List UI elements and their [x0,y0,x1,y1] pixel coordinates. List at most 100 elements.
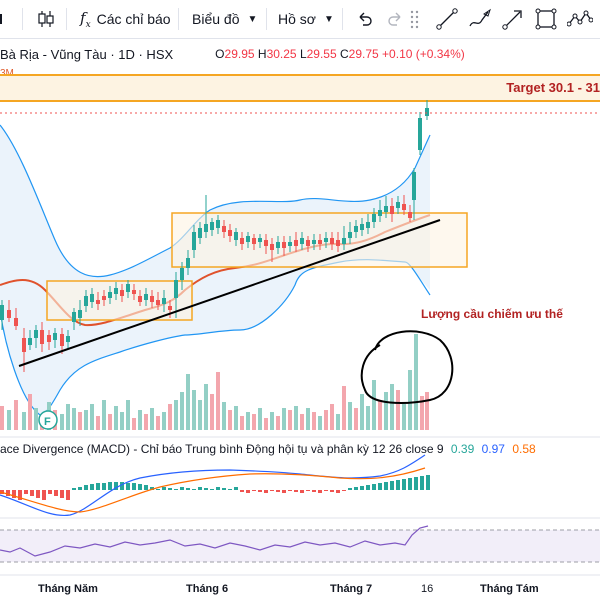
volume-bar [126,400,130,430]
volume-bar [150,408,154,430]
candle-body [66,336,70,342]
volume-bar [108,414,112,430]
volume-bar [168,404,172,430]
candle-body [372,214,376,222]
candles-icon[interactable] [36,0,56,38]
macd-histogram-bar [84,485,88,490]
macd-histogram-bar [384,482,388,490]
candle-body [384,206,388,212]
candle-body [204,224,208,232]
volume-bar [246,412,250,430]
macd-histogram-bar [258,490,262,492]
candle-body [28,338,32,345]
macd-histogram-bar [24,490,28,494]
macd-histogram-bar [300,490,304,493]
volume-bar [342,386,346,430]
volume-bar [270,412,274,430]
profile-button[interactable]: Hồ sơ ▼ [278,0,334,38]
macd-histogram [0,475,430,500]
volume-bar [414,334,418,430]
redo-icon[interactable] [388,0,404,38]
candle-body [72,312,76,322]
volume-bar [162,412,166,430]
bollinger-band-fill [0,125,430,415]
candle-body [168,306,172,310]
volume-bar [22,412,26,430]
open-key: O [215,47,225,61]
volume-bar [282,408,286,430]
candle-body [318,240,322,244]
volume-bar [366,406,370,430]
macd-histogram-bar [378,483,382,490]
macd-signal-line [0,467,426,513]
volume-bar [156,416,160,430]
volume-bar [252,414,256,430]
profile-label: Hồ sơ [278,11,316,27]
macd-value: 0.39 [450,442,475,456]
macd-histogram-bar [138,484,142,490]
hand-drawn-circle[interactable] [360,330,454,404]
macd-histogram-bar [102,483,106,490]
volume-bar [186,374,190,430]
candle-body [34,330,38,338]
candle-body [336,240,340,246]
earnings-marker[interactable] [38,410,58,430]
ohlc-values: O29.95 H30.25 L29.55 C29.75 +0.10 (+0.34… [215,47,465,61]
volume-bar [425,392,429,430]
rectangle-icon[interactable] [535,0,557,38]
candle-body [216,220,220,228]
drag-icon[interactable] [410,0,420,38]
brush-icon[interactable] [468,0,492,38]
macd-histogram-bar [30,490,34,496]
volume-bar [234,406,238,430]
candle-body [306,240,310,246]
volume-bar [330,404,334,430]
pattern-icon[interactable] [567,0,593,38]
macd-histogram-bar [228,489,232,490]
trendline[interactable] [18,219,441,367]
close-key: C [340,47,349,61]
volume-bar [90,404,94,430]
macd-histogram-bar [96,483,100,490]
macd-histogram-bar [60,490,64,498]
macd-histogram-bar [354,487,358,490]
candle-body [108,292,112,298]
chart-type-button[interactable]: Biểu đồ ▼ [192,0,257,38]
target-zone[interactable] [0,74,600,102]
volume-bar [66,404,70,430]
volume-bar [228,410,232,430]
undo-icon[interactable] [356,0,372,38]
macd-histogram-bar [390,481,394,490]
macd-legend[interactable]: ace Divergence (MACD) - Chỉ báo Trung bì… [0,442,536,456]
candle-body [102,296,106,300]
candle-body [366,222,370,228]
candle-body [258,238,262,242]
arrow-icon[interactable] [502,0,524,38]
macd-histogram-bar [108,482,112,490]
candle-body [240,238,244,244]
toolbar-divider [266,8,267,30]
symbol-title[interactable]: Bà Rịa - Vũng Tàu · 1D · HSX [0,46,174,62]
open-value: 29.95 [224,47,255,61]
x-axis-label: Tháng 7 [330,583,373,595]
candle-body [330,238,334,244]
menu-icon[interactable] [0,0,16,38]
earnings-marker-label: F [44,416,51,428]
trendline-icon[interactable] [436,0,458,38]
candle-body [114,288,118,294]
candle-body [360,224,364,230]
candle-body [180,268,184,280]
candle-body [150,296,154,302]
macd-histogram-bar [18,490,22,500]
candle-body [288,242,292,246]
macd-histogram-bar [174,489,178,490]
volume-bar [312,412,316,430]
x-axis-label: Tháng 6 [186,583,229,595]
macd-histogram-bar [360,486,364,490]
volume-bar [300,414,304,430]
macd-histogram-bar [324,490,328,491]
indicators-button[interactable]: fx Các chỉ báo [80,0,171,38]
volume-bar [174,400,178,430]
candle-body [47,335,51,342]
